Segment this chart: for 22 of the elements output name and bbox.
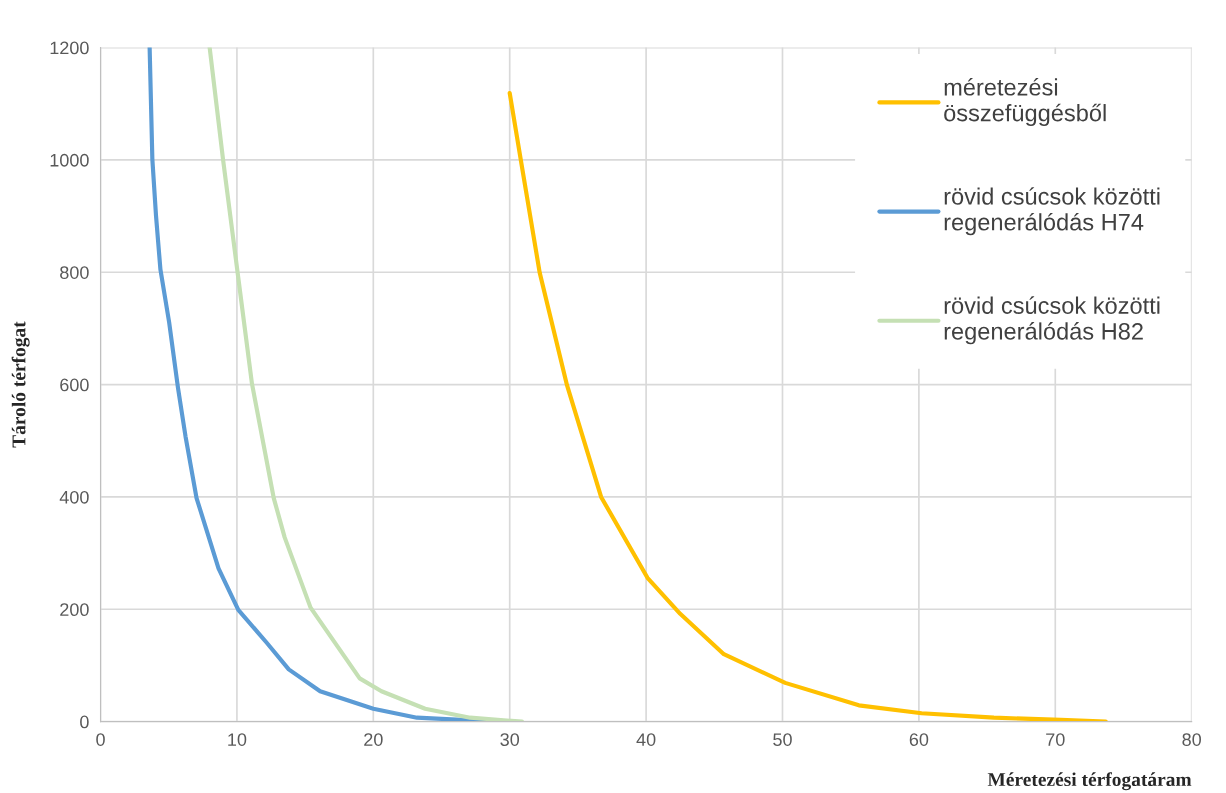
line-series <box>207 47 525 722</box>
x-tick-label: 30 <box>500 733 520 746</box>
legend-label: méretezési összefüggésből <box>944 78 1106 127</box>
legend-label: rövid csúcsok közötti regenerálódás H82 <box>944 296 1160 345</box>
x-tick-label: 60 <box>909 733 929 746</box>
y-tick-label: 0 <box>80 715 89 729</box>
y-tick-label: 800 <box>60 266 89 279</box>
x-tick-label: 70 <box>1046 733 1065 746</box>
x-tick-label: 0 <box>96 733 105 746</box>
x-tick-label: 20 <box>364 733 383 746</box>
y-tick-label: 1000 <box>50 153 89 167</box>
y-tick-label: 600 <box>60 378 89 392</box>
legend-label: rövid csúcsok közötti regenerálódás H74 <box>944 187 1160 236</box>
y-tick-label: 1200 <box>50 41 89 55</box>
x-axis-title: Méretezési térfogatáram <box>987 772 1192 791</box>
x-tick-label: 50 <box>773 733 792 746</box>
x-tick-label: 10 <box>228 733 247 746</box>
y-tick-label: 200 <box>60 603 89 617</box>
y-tick-label: 400 <box>59 490 89 504</box>
x-tick-label: 80 <box>1182 733 1202 746</box>
y-axis-title: Tároló térfogat <box>11 321 30 448</box>
x-tick-label: 40 <box>636 733 656 746</box>
